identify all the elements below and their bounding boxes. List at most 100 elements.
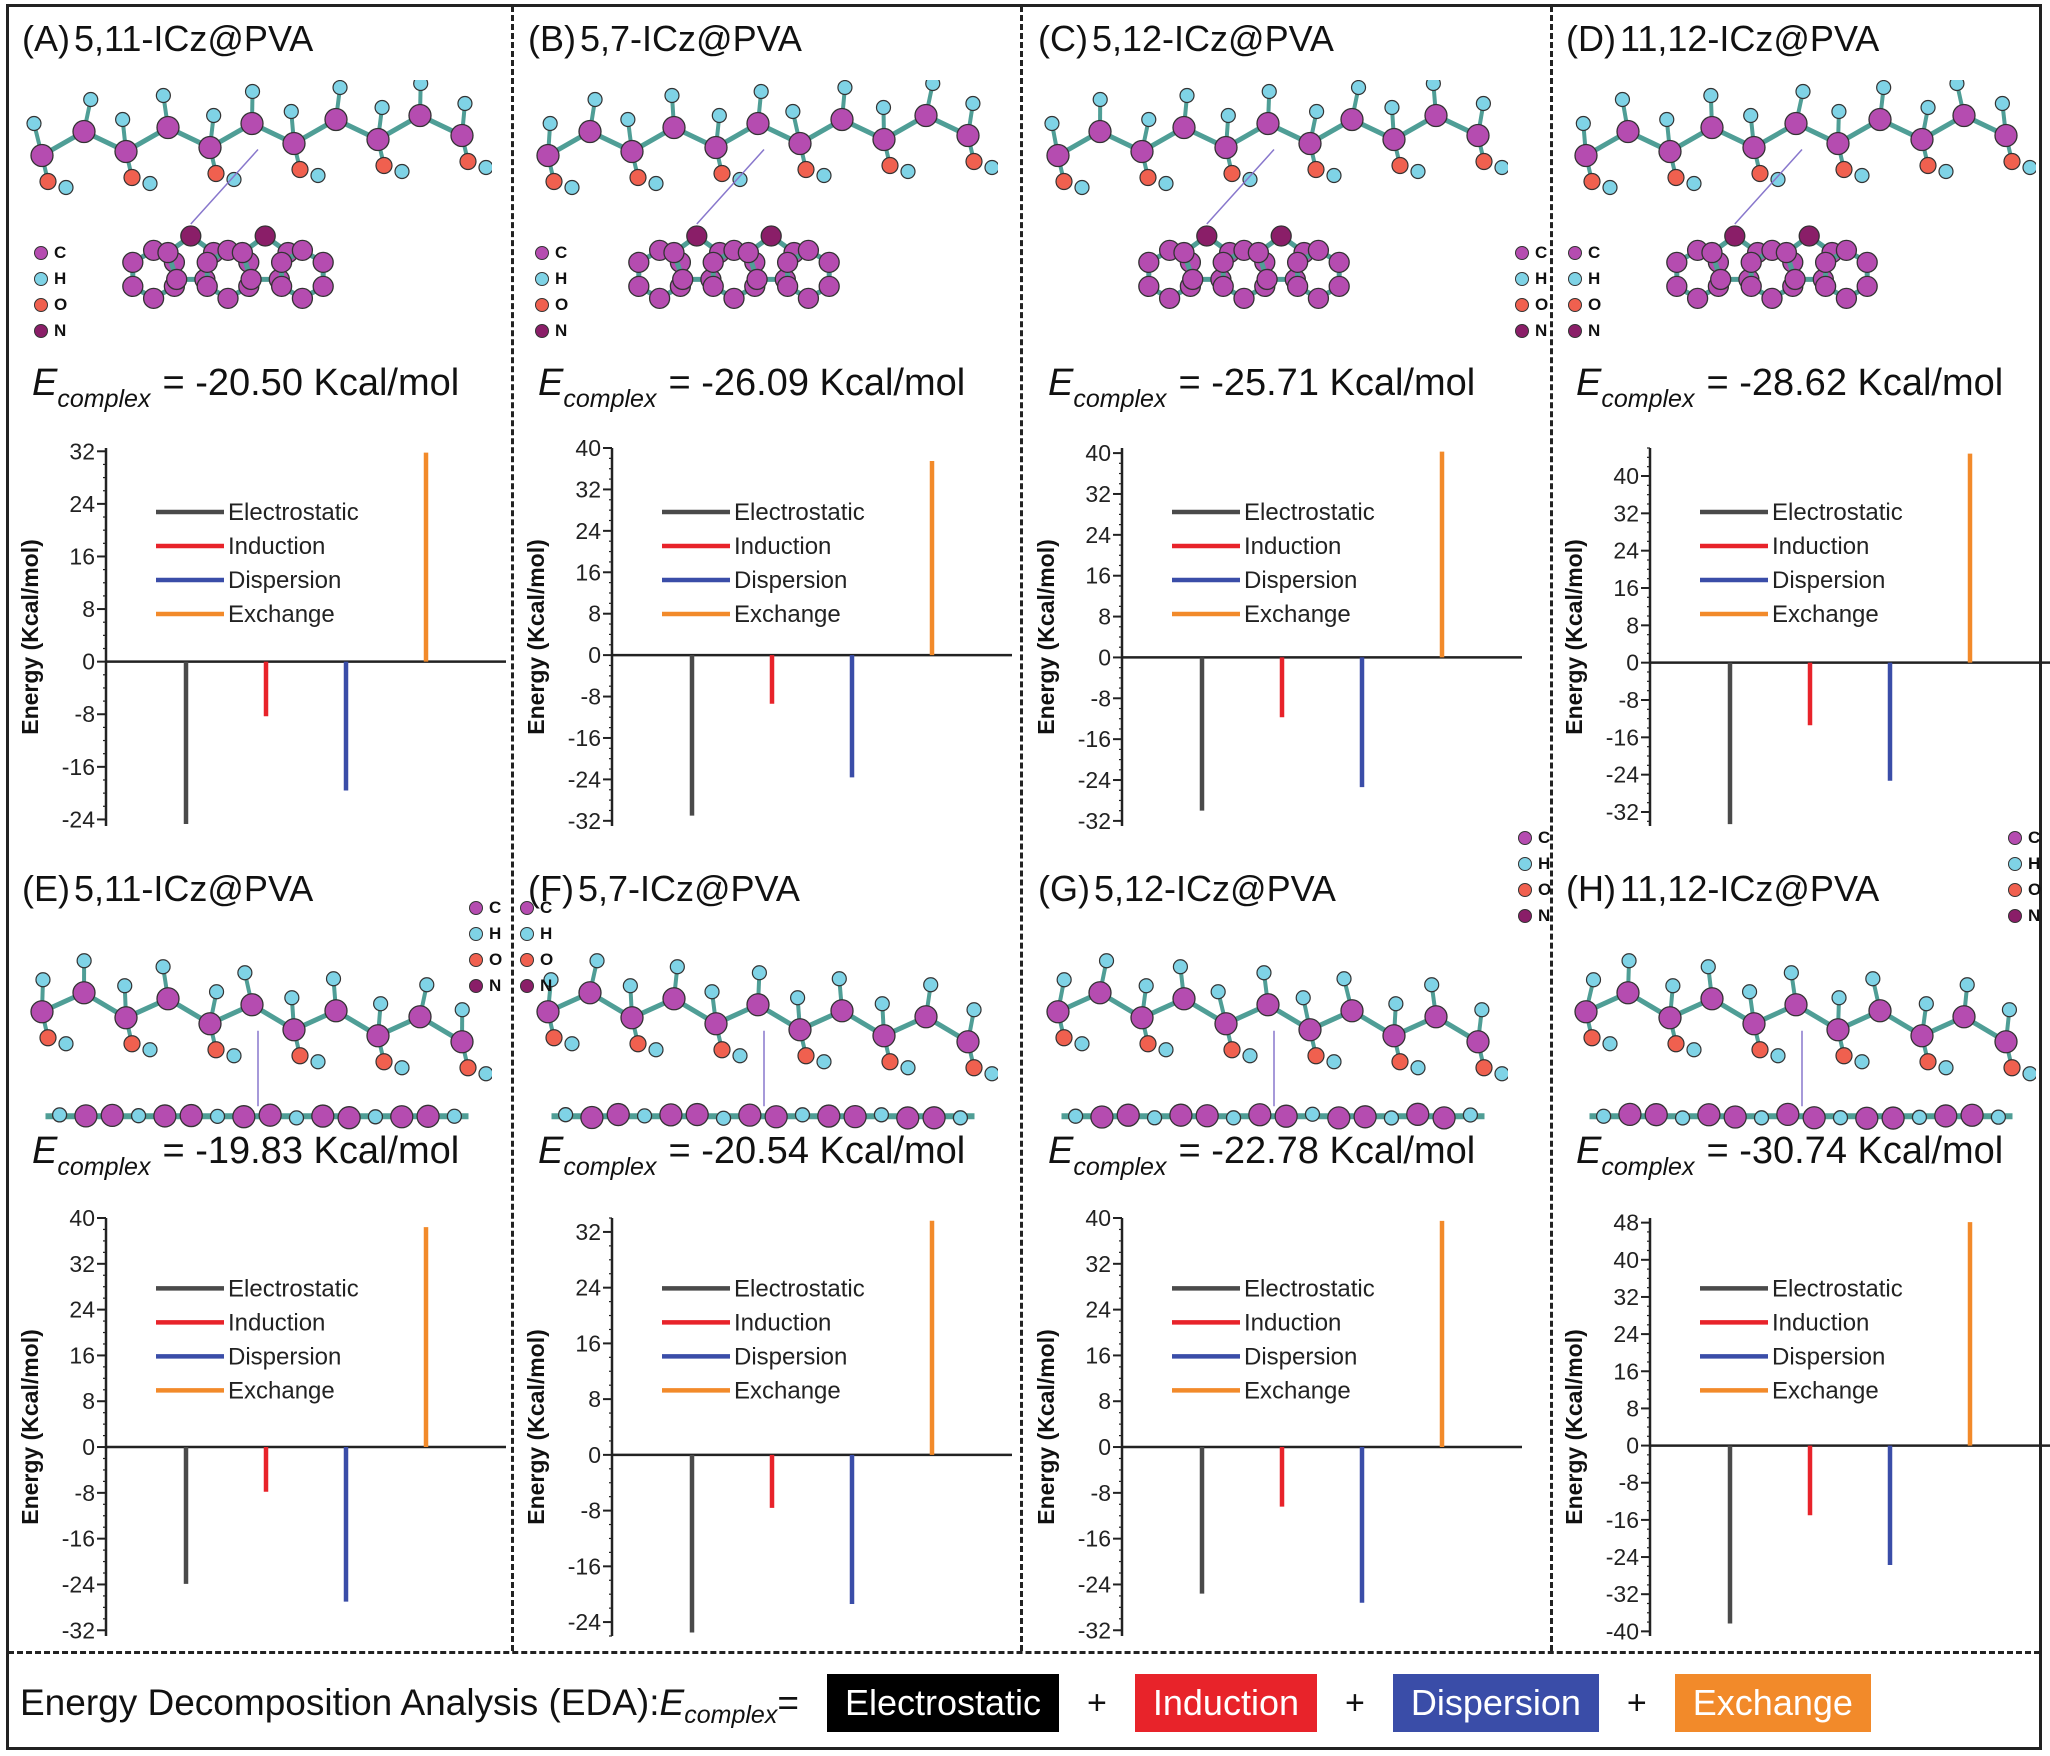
y-tick-label: 32: [69, 440, 95, 464]
atom-h: [648, 175, 664, 192]
atom-legend-item: N: [535, 318, 568, 344]
atom-c: [1856, 251, 1878, 274]
atom-n: [1270, 225, 1292, 247]
atom-c: [737, 241, 760, 264]
atom-c: [1910, 127, 1934, 152]
legend-label: Dispersion: [734, 567, 847, 594]
atom-h: [794, 1107, 811, 1123]
atom-c: [788, 131, 812, 156]
panel-letter: (G): [1038, 868, 1090, 909]
atom-c: [606, 1102, 630, 1127]
panel-title: (B) 5,7-ICz@PVA: [528, 18, 802, 60]
complex-energy: Ecomplex = -20.54 Kcal/mol: [538, 1130, 965, 1181]
atom-h: [142, 175, 158, 192]
legend-label: Exchange: [1772, 601, 1879, 628]
atom-c: [1212, 275, 1234, 298]
atom-c: [1658, 139, 1682, 164]
atom-h: [1242, 171, 1258, 188]
e-value: = -22.78 Kcal/mol: [1178, 1130, 1476, 1172]
y-tick-label: 0: [82, 649, 95, 675]
atom-o-icon: [1518, 883, 1532, 897]
panel-letter: (A): [22, 18, 70, 59]
atom-h: [83, 91, 99, 108]
atom-c: [1172, 115, 1196, 140]
atom-c: [1723, 1105, 1747, 1129]
atom-h: [900, 1060, 916, 1076]
atom-h: [1092, 91, 1108, 108]
atom-c: [1307, 239, 1330, 262]
y-axis-label: Energy (Kcal/mol): [1033, 539, 1059, 735]
y-tick-label: 16: [69, 543, 95, 569]
legend-label: Induction: [1244, 1309, 1341, 1336]
atom-c: [1353, 1105, 1377, 1129]
atom-c: [198, 135, 222, 160]
atom-n: [180, 225, 202, 247]
atom-h: [373, 996, 389, 1012]
panel-title: (G) 5,12-ICz@PVA: [1038, 868, 1336, 910]
atom-c: [662, 115, 686, 140]
atom-c: [1784, 993, 1808, 1017]
atom-c: [1910, 1024, 1934, 1048]
atom-c: [1286, 275, 1309, 298]
atom-legend-item: O: [535, 292, 568, 318]
column-divider: [511, 6, 514, 1651]
molecule-structure: [1574, 80, 2036, 310]
atom-c: [217, 287, 239, 310]
atom-h: [715, 1110, 732, 1126]
atom-h: [413, 80, 429, 92]
atom-h: [1770, 171, 1786, 188]
atom-c: [1574, 143, 1598, 168]
atom-c: [1195, 1104, 1219, 1128]
atom-h: [454, 1002, 470, 1018]
y-tick-label: 16: [575, 559, 601, 585]
y-axis-label: Energy (Kcal/mol): [523, 1329, 549, 1525]
atom-o: [207, 1041, 225, 1059]
column-divider: [1550, 6, 1553, 1651]
atom-h: [1854, 1054, 1870, 1070]
y-tick-label: 8: [1626, 612, 1639, 638]
panel-system-name: 5,7-ICz@PVA: [580, 18, 802, 59]
atom-legend-item: C: [535, 240, 568, 266]
atom-c: [240, 268, 262, 291]
atom-legend-item: N: [1515, 318, 1548, 344]
complex-energy: Ecomplex = -28.62 Kcal/mol: [1576, 362, 2003, 413]
atom-o: [1475, 152, 1493, 171]
footer-divider: [8, 1651, 2040, 1654]
eda-e-sub: complex: [684, 1700, 778, 1729]
atom-c: [723, 287, 745, 310]
e-symbol: E: [1576, 1130, 1602, 1172]
atom-c: [1248, 1103, 1272, 1127]
atom-h-icon: [2008, 857, 2022, 871]
atom-o: [713, 1041, 731, 1059]
legend-label: Dispersion: [1772, 567, 1885, 594]
atom-h: [984, 159, 998, 176]
atom-o: [1307, 160, 1325, 179]
atom-c: [1328, 251, 1350, 274]
atom-c: [818, 251, 840, 274]
atom-legend-item: O: [469, 947, 502, 973]
atom-h: [374, 99, 390, 116]
atom-c: [408, 103, 432, 128]
y-tick-label: 24: [1613, 1321, 1639, 1347]
atom-o: [1223, 164, 1241, 183]
atom-h: [457, 95, 473, 112]
atom-c: [1172, 987, 1196, 1011]
column-divider: [1020, 6, 1023, 1651]
atom-c: [337, 1106, 361, 1130]
hydrogen-bond: [696, 148, 765, 225]
y-tick-label: 32: [1085, 1251, 1111, 1277]
atom-h-icon: [34, 272, 48, 286]
y-tick-label: -8: [1619, 1470, 1639, 1496]
molecule-structure: [1574, 953, 2036, 1130]
icz-molecule: [122, 148, 334, 310]
chart-legend: Electrostatic Induction Dispersion Exchange: [156, 499, 359, 628]
atom-o: [39, 172, 57, 191]
atom-o: [1667, 168, 1685, 187]
atom-c: [366, 127, 390, 152]
atom-c: [1327, 1106, 1351, 1130]
atom-h: [1920, 99, 1936, 116]
atom-h: [1044, 115, 1060, 132]
e-subscript: complex: [1601, 1153, 1695, 1181]
chart-legend: Electrostatic Induction Dispersion Exchange: [1172, 499, 1375, 628]
